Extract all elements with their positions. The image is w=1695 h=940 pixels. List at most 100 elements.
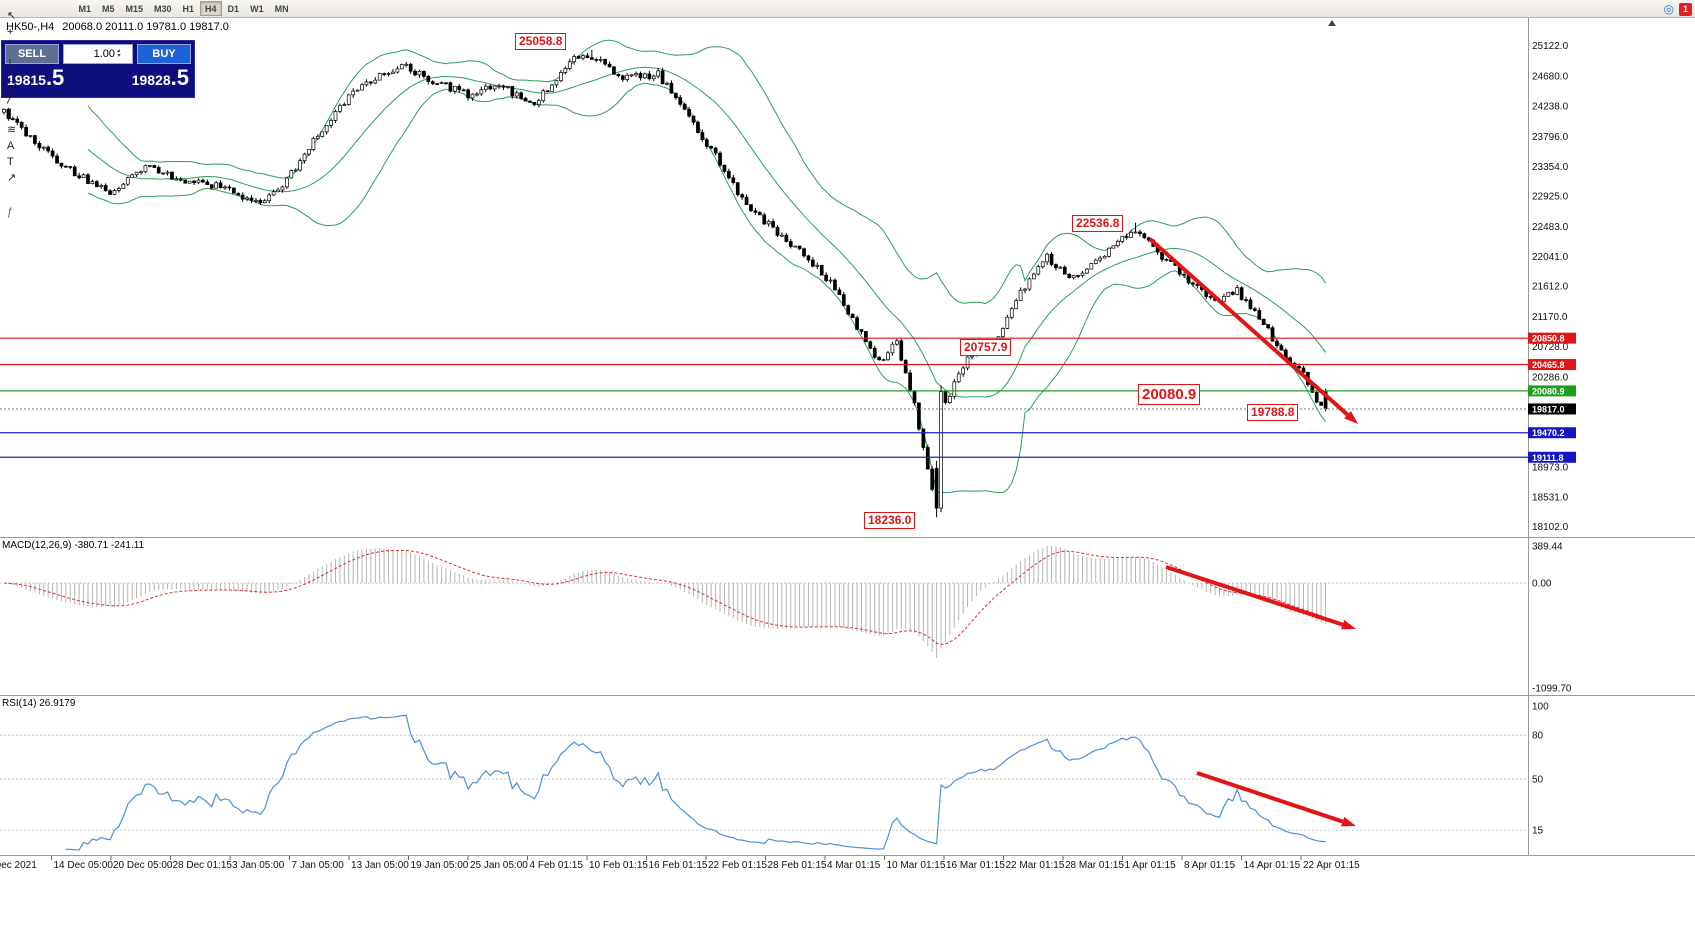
buy-button[interactable]: BUY (137, 44, 191, 64)
arrows-button[interactable]: ↗ (3, 171, 20, 187)
macd-panel (0, 546, 1528, 658)
volume-input[interactable] (65, 48, 115, 60)
svg-text:Dec 2021: Dec 2021 (0, 860, 37, 871)
price-annotation[interactable]: 18236.0 (864, 512, 916, 529)
label-icon: T (7, 156, 14, 168)
price-tag (1528, 427, 1576, 439)
svg-text:22483.0: 22483.0 (1532, 222, 1569, 233)
svg-text:80: 80 (1532, 731, 1544, 742)
price-annotation[interactable]: 20757.9 (960, 339, 1012, 356)
toolbar-buttons: +新订单▦≡◈▶自动交易▥▮∿⊕⊖⊞↖+│─╱∥≋AT↗ƒ (3, 0, 62, 239)
indicators-button[interactable]: ƒ (3, 205, 17, 221)
svg-text:23354.0: 23354.0 (1532, 162, 1569, 173)
one-click-trading-panel: SELL ▴▾ BUY 19815.5 19828.5 (1, 40, 195, 98)
svg-text:14 Apr 01:15: 14 Apr 01:15 (1244, 860, 1301, 871)
horizontal-line-button[interactable]: ─ (3, 75, 19, 91)
svg-text:21170.0: 21170.0 (1532, 312, 1568, 323)
svg-text:13 Jan 05:00: 13 Jan 05:00 (351, 860, 409, 871)
crosshair-button[interactable]: + (3, 25, 17, 41)
label-button[interactable]: T (3, 155, 18, 171)
svg-text:23796.0: 23796.0 (1532, 132, 1569, 143)
svg-text:4 Feb 01:15: 4 Feb 01:15 (530, 860, 584, 871)
svg-text:20286.0: 20286.0 (1532, 372, 1569, 383)
price-tag (1528, 385, 1576, 397)
chart-shift-marker (1328, 20, 1336, 26)
indicators-icon: ƒ (7, 206, 14, 218)
timeframe-m5-button[interactable]: M5 (97, 1, 120, 16)
price-annotation[interactable]: 25058.8 (515, 33, 567, 50)
volume-down-icon[interactable]: ▾ (117, 53, 121, 59)
crosshair-icon: + (7, 26, 14, 38)
svg-text:24238.0: 24238.0 (1532, 102, 1569, 113)
svg-text:16 Mar 01:15: 16 Mar 01:15 (946, 860, 1005, 871)
svg-text:25122.0: 25122.0 (1532, 41, 1569, 52)
sell-button[interactable]: SELL (5, 44, 59, 64)
price-tag (1528, 359, 1576, 371)
trend-arrow (1165, 565, 1344, 627)
price-annotation[interactable]: 22536.8 (1072, 215, 1124, 232)
svg-text:20080.9: 20080.9 (1532, 386, 1565, 396)
community-icon[interactable]: ◎ (1663, 2, 1674, 16)
svg-text:28 Mar 01:15: 28 Mar 01:15 (1065, 860, 1124, 871)
svg-text:18973.0: 18973.0 (1532, 462, 1569, 473)
channel-icon: ∥ (7, 108, 13, 120)
timeframe-m30-button[interactable]: M30 (149, 1, 177, 16)
svg-text:22 Mar 01:15: 22 Mar 01:15 (1006, 860, 1065, 871)
channel-button[interactable]: ∥ (3, 107, 17, 123)
timeframe-h4-button[interactable]: H4 (200, 1, 222, 16)
text-button[interactable]: A (3, 139, 18, 155)
svg-text:28 Dec 01:15: 28 Dec 01:15 (173, 860, 233, 871)
timeframe-mn-button[interactable]: MN (270, 1, 294, 16)
svg-text:50: 50 (1532, 775, 1544, 786)
timeframe-m1-button[interactable]: M1 (73, 1, 96, 16)
volume-field[interactable]: ▴▾ (63, 44, 133, 64)
svg-text:20 Dec 05:00: 20 Dec 05:00 (113, 860, 173, 871)
vertical-line-icon: │ (7, 60, 14, 72)
vertical-line-button[interactable]: │ (3, 59, 18, 75)
toolbar: +新订单▦≡◈▶自动交易▥▮∿⊕⊖⊞↖+│─╱∥≋AT↗ƒ M1M5M15M30… (0, 0, 1695, 218)
bollinger-upper-band (87, 39, 1326, 305)
svg-text:19470.2: 19470.2 (1532, 428, 1565, 438)
price-tag (1528, 332, 1576, 344)
svg-text:28 Feb 01:15: 28 Feb 01:15 (768, 860, 827, 871)
timeframe-m15-button[interactable]: M15 (121, 1, 149, 16)
svg-text:-1099.70: -1099.70 (1532, 684, 1572, 695)
price-annotation[interactable]: 20080.9 (1138, 384, 1201, 405)
timeframe-w1-button[interactable]: W1 (245, 1, 269, 16)
svg-text:7 Jan 05:00: 7 Jan 05:00 (292, 860, 345, 871)
volume-up-icon[interactable]: ▴ (117, 48, 121, 54)
svg-text:1 Apr 01:15: 1 Apr 01:15 (1125, 860, 1177, 871)
main-chart-panel (0, 39, 1528, 518)
svg-text:22 Apr 01:15: 22 Apr 01:15 (1303, 860, 1360, 871)
svg-text:20465.8: 20465.8 (1532, 360, 1565, 370)
svg-text:20728.0: 20728.0 (1532, 342, 1569, 353)
svg-text:16 Feb 01:15: 16 Feb 01:15 (649, 860, 708, 871)
macd-indicator-label: MACD(12,26,9) -380.71 -241.11 (2, 540, 145, 551)
timeframe-d1-button[interactable]: D1 (223, 1, 245, 16)
trend-arrow-head (1344, 410, 1358, 424)
chart-symbol-period: HK50-,H4 (6, 21, 55, 33)
svg-text:389.44: 389.44 (1532, 542, 1563, 553)
svg-text:19817.0: 19817.0 (1532, 404, 1565, 414)
fibonacci-button[interactable]: ≋ (3, 123, 20, 139)
trend-arrow (1196, 771, 1344, 824)
svg-text:14 Dec 05:00: 14 Dec 05:00 (54, 860, 114, 871)
horizontal-line-icon: ─ (7, 76, 15, 88)
toolbar-right: ◎ 1 (1664, 0, 1692, 18)
cursor-button[interactable]: ↖ (3, 9, 20, 25)
timeframe-h1-button[interactable]: H1 (178, 1, 200, 16)
text-icon: A (7, 140, 15, 152)
timeframe-buttons: M1 M5 M15 M30 H1 H4 D1 W1 MN (73, 1, 293, 16)
price-annotation[interactable]: 19788.8 (1247, 404, 1299, 421)
svg-text:10 Feb 01:15: 10 Feb 01:15 (589, 860, 648, 871)
svg-text:19111.8: 19111.8 (1532, 453, 1564, 463)
notifications-badge[interactable]: 1 (1679, 2, 1692, 16)
svg-text:100: 100 (1532, 702, 1549, 713)
volume-stepper[interactable]: ▴ ▾ (117, 48, 121, 59)
trend-arrow-head (1341, 619, 1356, 630)
svg-text:15: 15 (1532, 826, 1544, 837)
trendline-button[interactable]: ╱ (3, 91, 18, 107)
arrows-icon: ↗ (7, 172, 17, 184)
